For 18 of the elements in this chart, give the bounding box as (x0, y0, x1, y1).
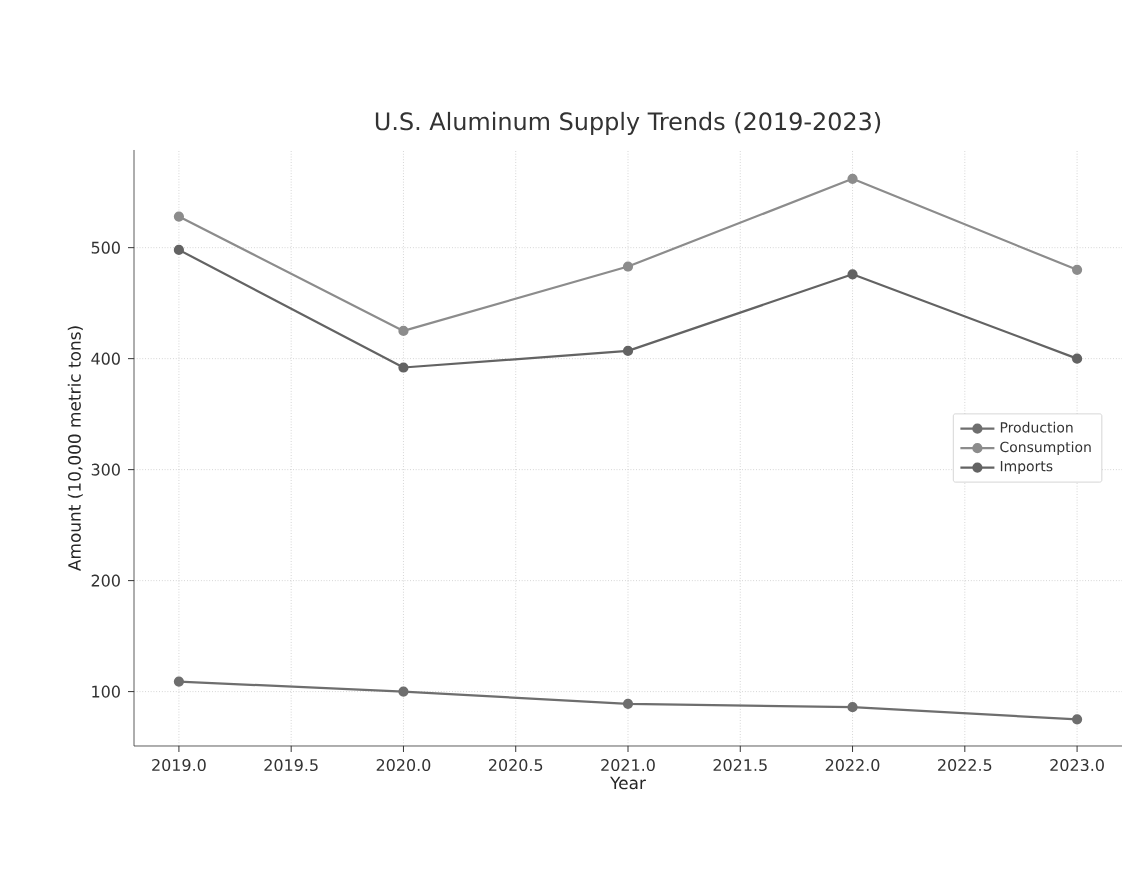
chart-title: U.S. Aluminum Supply Trends (2019-2023) (375, 111, 881, 135)
point (622, 261, 634, 272)
point (847, 702, 858, 713)
point (398, 362, 409, 373)
point (622, 698, 634, 709)
point (847, 269, 858, 280)
point (1071, 353, 1083, 364)
point (173, 244, 185, 255)
point (847, 173, 858, 184)
point (398, 325, 409, 336)
point (398, 686, 409, 697)
point (1071, 264, 1083, 275)
point (173, 211, 185, 222)
x-axis-title: Year (610, 776, 646, 790)
y-axis-title: Amount (10,000 metric tons) (67, 326, 83, 572)
point (622, 345, 634, 356)
point (173, 676, 185, 687)
point (1071, 714, 1083, 725)
